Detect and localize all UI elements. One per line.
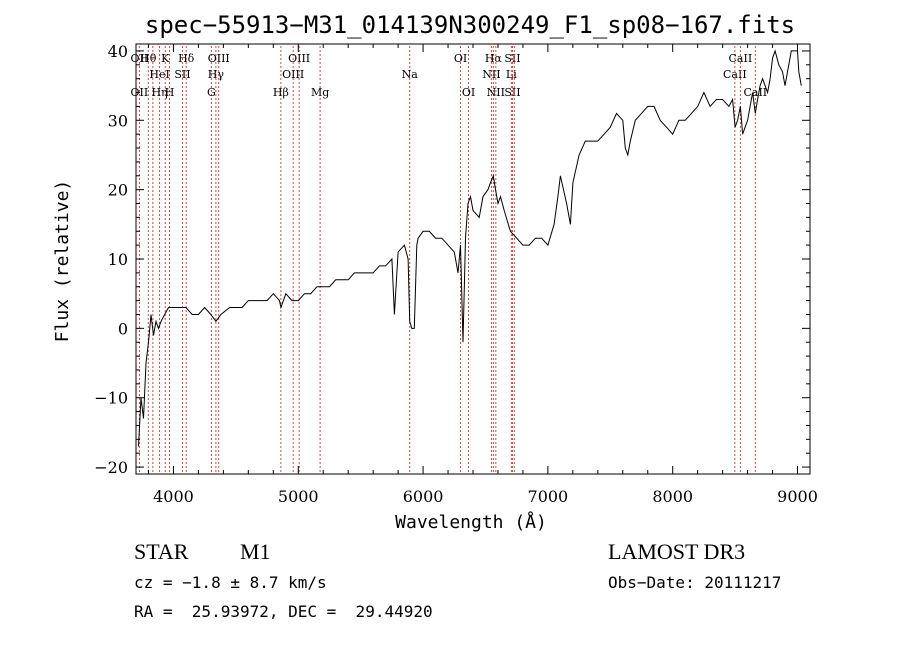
ra-dec: RA = 25.93972, DEC = 29.44920 xyxy=(134,602,433,621)
line-marker-label: NII xyxy=(482,68,500,81)
line-marker-label: NII xyxy=(487,86,505,99)
line-marker-label: HeI xyxy=(149,68,169,81)
chart-title: spec−55913−M31_014139N300249_F1_sp08−167… xyxy=(145,11,795,39)
line-marker-label: SII xyxy=(504,52,520,65)
survey-label: LAMOST DR3 xyxy=(608,539,746,564)
y-tick-label: −10 xyxy=(94,389,128,408)
line-marker-label: OIII xyxy=(208,52,230,65)
y-tick-label: 10 xyxy=(108,250,128,269)
axis-ticks: 4000 5000 6000 7000 8000 9000 −20 −10 0 10 20 30 40 xyxy=(94,42,818,506)
y-tick-label: 40 xyxy=(108,42,128,61)
line-marker-label: Hβ xyxy=(273,86,289,99)
line-marker-label: Hα xyxy=(485,52,503,65)
x-tick-label: 7000 xyxy=(528,487,569,506)
y-axis-label: Flux (relative) xyxy=(52,180,73,343)
y-tick-label: 30 xyxy=(108,111,128,130)
plot-frame xyxy=(135,43,811,475)
line-marker-label: CaII xyxy=(743,86,767,99)
line-marker-label: Na xyxy=(402,68,419,81)
line-markers: OIIOIIHθHeIHηKHSIIHδGHγOIIIHβOIIIOIIIMgN… xyxy=(131,46,767,472)
line-marker-label: G xyxy=(207,86,216,99)
line-marker-label: Hη xyxy=(151,86,167,99)
x-tick-label: 6000 xyxy=(403,487,444,506)
x-axis-label: Wavelength (Å) xyxy=(395,511,547,533)
line-marker-label: Mg xyxy=(311,86,329,99)
line-marker-label: Hθ xyxy=(140,52,157,65)
x-tick-label: 8000 xyxy=(652,487,693,506)
object-class: STAR xyxy=(134,539,189,564)
x-tick-label: 9000 xyxy=(777,487,818,506)
line-marker-label: H xyxy=(165,86,175,99)
line-marker-label: OIII xyxy=(282,68,304,81)
line-marker-label: SII xyxy=(174,68,190,81)
object-subclass: M1 xyxy=(240,539,271,564)
line-marker-label: Hδ xyxy=(178,52,195,65)
obs-date: Obs−Date: 20111217 xyxy=(608,573,782,592)
line-marker-label: OI xyxy=(454,52,467,65)
x-tick-label: 4000 xyxy=(153,487,194,506)
line-marker-label: OII xyxy=(131,52,149,65)
line-marker-label: SII xyxy=(504,86,520,99)
x-tick-label: 5000 xyxy=(278,487,319,506)
line-marker-label: OIII xyxy=(288,52,310,65)
line-marker-label: K xyxy=(161,52,170,65)
line-marker-label: CaII xyxy=(729,52,753,65)
y-tick-label: 0 xyxy=(118,319,128,338)
spectrum-line xyxy=(138,49,802,447)
line-marker-label: Hγ xyxy=(208,68,225,81)
line-marker-label: OI xyxy=(462,86,475,99)
y-tick-label: −20 xyxy=(94,458,128,477)
redshift-cz: cz = −1.8 ± 8.7 km/s xyxy=(134,573,327,592)
line-marker-label: CaII xyxy=(723,68,747,81)
line-marker-label: Li xyxy=(506,68,517,81)
y-tick-label: 20 xyxy=(108,181,128,200)
